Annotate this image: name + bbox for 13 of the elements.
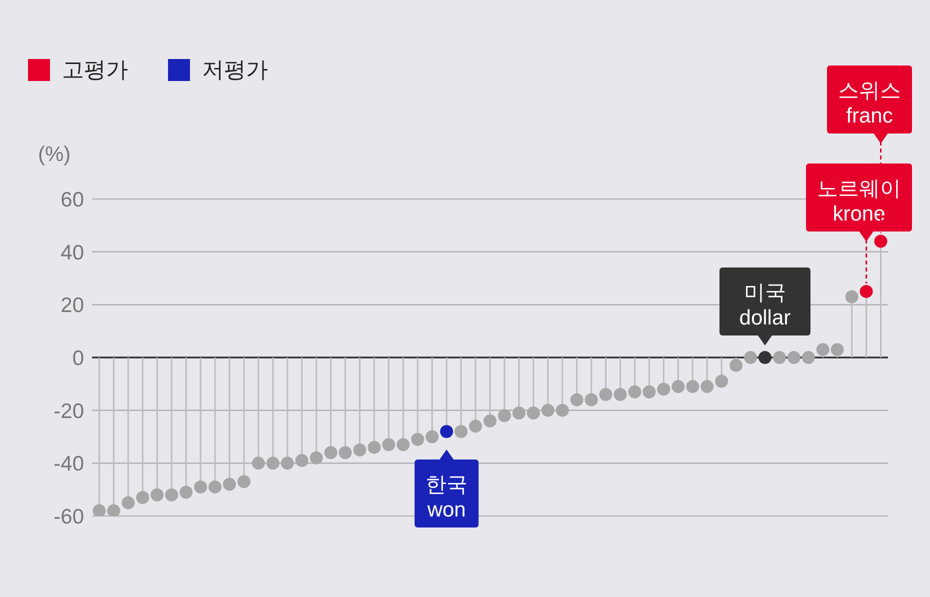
y-tick-label: -40	[54, 452, 84, 476]
annotation: 노르웨이 krone	[817, 177, 901, 226]
legend-label: 저평가	[202, 56, 268, 84]
annotation: 한국 won	[426, 473, 468, 522]
y-tick-label: -20	[54, 400, 84, 423]
legend-label: 고평가	[62, 56, 128, 84]
y-tick-label: 20	[60, 294, 84, 318]
y-tick-label: -60	[54, 505, 84, 528]
y-tick-label: 0	[72, 346, 84, 370]
y-axis-title: (%)	[38, 143, 71, 167]
y-tick-label: 60	[60, 188, 84, 212]
annotation: 미국 dollar	[739, 282, 791, 330]
y-tick-label: 40	[60, 241, 84, 264]
